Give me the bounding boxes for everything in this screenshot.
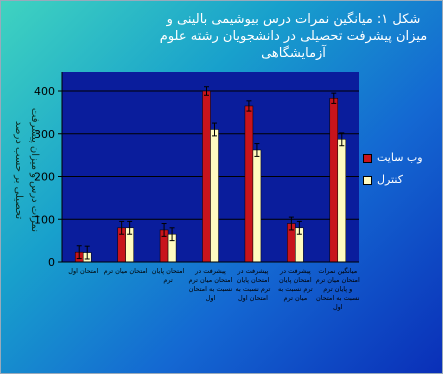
- y-tick-label: 300: [34, 128, 55, 141]
- x-tick-label: امتحان پایان ترم: [151, 267, 185, 284]
- x-tick-label: پیشرفت در امتحان پایان ترم نسبت به امتحا…: [235, 267, 271, 302]
- y-tick-label: 400: [34, 85, 55, 98]
- legend-item: کنترل: [363, 173, 433, 195]
- chart-title: شکل ۱: میانگین نمرات درس بیوشیمی بالینی …: [159, 12, 428, 61]
- bar: [210, 129, 219, 263]
- x-tick-label: پیشرفت در امتحان میان ترم نسبت به امتحان…: [188, 267, 233, 302]
- y-tick-label: 0: [48, 256, 55, 269]
- bar: [337, 139, 347, 263]
- legend-label-website: وب سایت: [377, 151, 423, 164]
- bar: [329, 98, 339, 263]
- y-tick-label: 200: [34, 171, 55, 184]
- legend-item: وب سایت: [363, 151, 433, 173]
- x-tick-label: امتحان میان ترم: [103, 267, 148, 275]
- x-tick-label: امتحان اول: [68, 267, 99, 275]
- x-tick-label: میانگین نمرات امتحان میان ترم و پایان تر…: [315, 267, 360, 311]
- bar: [244, 105, 254, 263]
- bar: [202, 90, 211, 263]
- legend: وب سایت کنترل: [363, 151, 433, 195]
- legend-label-control: کنترل: [377, 173, 403, 186]
- legend-swatch-website: [363, 154, 372, 163]
- x-tick-label: پیشرفت در امتحان پایان ترم نسبت به میان …: [277, 267, 313, 302]
- y-tick-label: 100: [34, 213, 55, 226]
- legend-swatch-control: [363, 176, 372, 185]
- bar: [252, 149, 262, 263]
